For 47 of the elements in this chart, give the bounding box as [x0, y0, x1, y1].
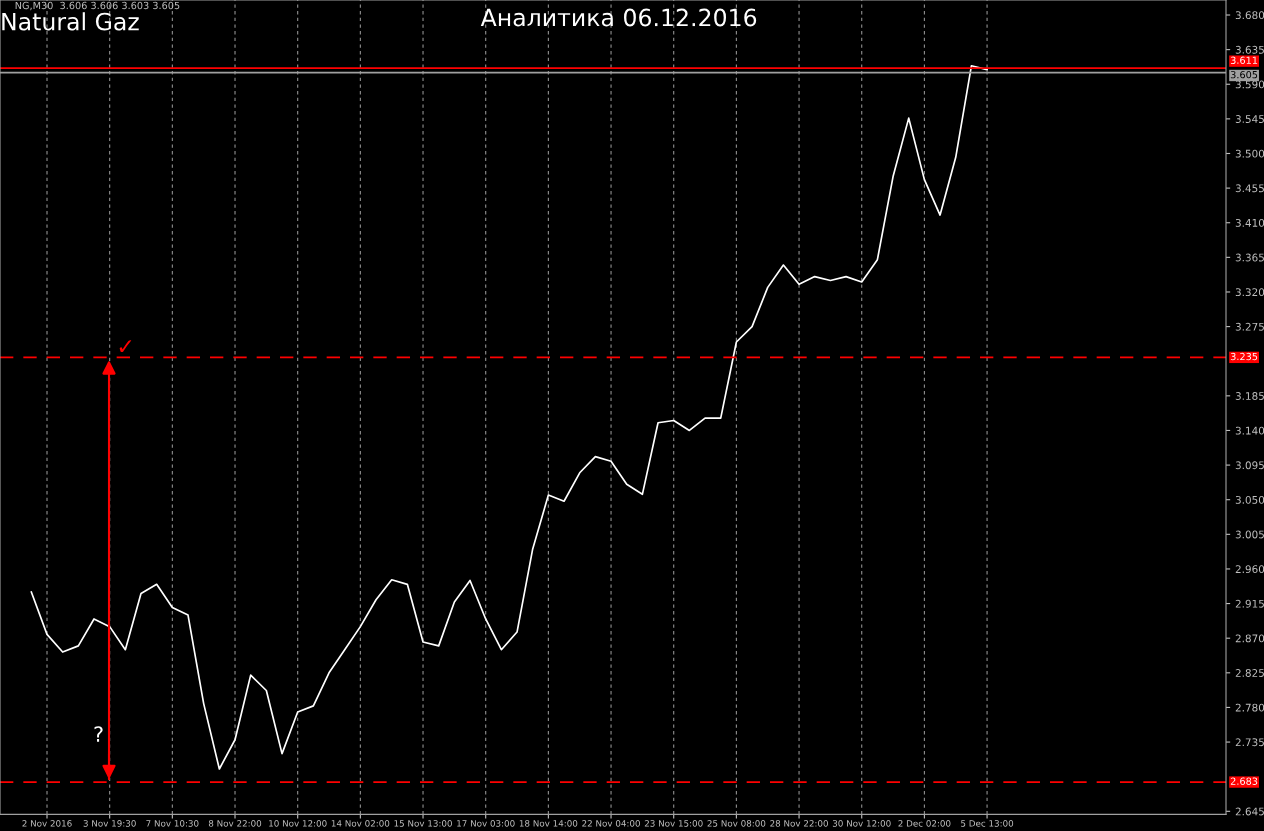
y-tick-label: 3.275: [1235, 322, 1264, 331]
y-tick-label: 2.735: [1235, 738, 1264, 747]
annotation: NG,M30 3.606 3.606 3.603 3.605: [15, 1, 180, 11]
x-tick-label: 17 Nov 03:00: [457, 820, 515, 827]
y-tick-label: 3.410: [1235, 218, 1264, 227]
y-tick-label: 3.050: [1235, 495, 1264, 504]
y-tick-label: 3.095: [1235, 461, 1264, 470]
x-tick-label: 28 Nov 22:00: [770, 820, 828, 827]
chart-subtitle: Аналитика 06.12.2016: [480, 8, 757, 27]
y-tick-label: 3.680: [1235, 11, 1264, 20]
ref-line-label: 3.235: [1230, 352, 1258, 361]
x-tick-label: 3 Nov 19:30: [83, 820, 136, 827]
x-tick-label: 2 Nov 2016: [22, 820, 72, 827]
y-tick-label: 2.960: [1235, 565, 1264, 574]
y-tick-label: 3.005: [1235, 530, 1264, 539]
y-tick-label: 2.780: [1235, 703, 1264, 712]
x-tick-label: 22 Nov 04:00: [582, 820, 640, 827]
y-tick-label: 3.365: [1235, 253, 1264, 262]
y-tick-label: 2.870: [1235, 634, 1264, 643]
y-tick-label: 3.635: [1235, 45, 1264, 54]
chart-title: Natural Gaz: [2, 12, 139, 31]
ref-line-label: 3.605: [1230, 70, 1258, 79]
y-tick-label: 3.320: [1235, 288, 1264, 297]
line-series: [30, 64, 988, 770]
x-tick-label: 8 Nov 22:00: [208, 820, 262, 827]
y-tick-label: 2.825: [1235, 669, 1264, 677]
y-tick-label: 2.915: [1235, 599, 1264, 608]
annotation: ?: [94, 726, 103, 742]
ref-line-label: 3.611: [1230, 56, 1258, 64]
x-tick-label: 2 Dec 02:00: [898, 820, 951, 827]
x-tick-label: 18 Nov 14:00: [519, 820, 578, 827]
x-tick-label: 30 Nov 12:00: [832, 820, 891, 827]
y-tick-label: 3.545: [1235, 115, 1264, 123]
annotation: ✓: [119, 340, 132, 353]
x-tick-label: 10 Nov 12:00: [269, 820, 327, 827]
x-tick-label: 25 Nov 08:00: [707, 820, 766, 827]
x-tick-label: 5 Dec 13:00: [961, 820, 1014, 827]
y-tick-label: 3.140: [1235, 426, 1264, 435]
ref-line-label: 2.683: [1230, 777, 1258, 785]
x-tick-label: 23 Nov 15:00: [644, 820, 703, 827]
x-tick-label: 15 Nov 13:00: [394, 820, 452, 827]
y-tick-label: 3.185: [1235, 392, 1264, 400]
x-tick-label: 14 Nov 02:00: [331, 820, 390, 827]
y-tick-label: 2.645: [1235, 807, 1264, 816]
y-tick-label: 3.500: [1235, 149, 1264, 158]
y-tick-label: 3.455: [1235, 184, 1264, 193]
x-tick-label: 7 Nov 10:30: [146, 820, 199, 827]
